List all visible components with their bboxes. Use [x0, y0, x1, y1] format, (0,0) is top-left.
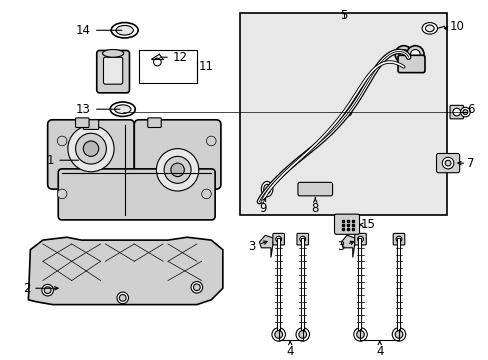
Circle shape [42, 284, 53, 296]
FancyBboxPatch shape [449, 105, 463, 119]
Circle shape [117, 292, 128, 303]
FancyBboxPatch shape [58, 169, 215, 220]
FancyBboxPatch shape [103, 57, 122, 84]
Text: 7: 7 [467, 157, 474, 170]
FancyBboxPatch shape [76, 118, 89, 127]
Circle shape [206, 136, 216, 146]
Circle shape [452, 108, 460, 116]
Circle shape [395, 236, 401, 242]
Circle shape [394, 330, 402, 338]
Circle shape [76, 133, 106, 164]
Circle shape [274, 330, 282, 338]
FancyBboxPatch shape [354, 233, 366, 245]
Circle shape [57, 136, 67, 146]
Ellipse shape [425, 25, 433, 32]
FancyBboxPatch shape [272, 233, 284, 245]
Circle shape [156, 149, 198, 191]
Circle shape [44, 287, 51, 293]
Circle shape [357, 236, 363, 242]
Circle shape [164, 156, 191, 183]
Polygon shape [259, 235, 273, 257]
Text: 10: 10 [449, 20, 464, 33]
Text: 11: 11 [198, 60, 213, 73]
Text: 15: 15 [360, 218, 375, 231]
Text: 12: 12 [160, 51, 187, 64]
FancyBboxPatch shape [134, 120, 221, 189]
Ellipse shape [421, 23, 437, 34]
FancyBboxPatch shape [83, 120, 99, 129]
Text: 1: 1 [47, 154, 79, 167]
Circle shape [398, 50, 408, 59]
FancyBboxPatch shape [97, 50, 129, 93]
Circle shape [153, 58, 161, 66]
Text: 8: 8 [311, 202, 318, 215]
Circle shape [83, 141, 99, 156]
Ellipse shape [110, 102, 135, 116]
Circle shape [353, 328, 366, 341]
Text: 6: 6 [467, 103, 474, 116]
FancyBboxPatch shape [334, 214, 359, 234]
Text: 4: 4 [375, 345, 383, 358]
Circle shape [410, 50, 419, 59]
Circle shape [391, 328, 405, 341]
Circle shape [394, 46, 412, 63]
Circle shape [442, 157, 453, 169]
Circle shape [191, 282, 202, 293]
Ellipse shape [116, 26, 133, 35]
Circle shape [271, 328, 285, 341]
FancyBboxPatch shape [147, 118, 161, 127]
Circle shape [119, 294, 126, 301]
Circle shape [406, 46, 423, 63]
Circle shape [193, 284, 200, 291]
FancyBboxPatch shape [297, 183, 332, 196]
Ellipse shape [111, 23, 138, 38]
Text: 4: 4 [286, 345, 293, 358]
Circle shape [298, 330, 306, 338]
Circle shape [68, 126, 114, 172]
Ellipse shape [263, 184, 270, 194]
FancyBboxPatch shape [392, 233, 404, 245]
Bar [240, 13, 446, 215]
Circle shape [299, 236, 305, 242]
Circle shape [460, 107, 469, 117]
Text: 3: 3 [248, 240, 266, 253]
Text: 13: 13 [76, 103, 120, 116]
Circle shape [275, 236, 281, 242]
FancyBboxPatch shape [397, 55, 424, 73]
Circle shape [462, 110, 467, 114]
Text: 9: 9 [259, 202, 266, 215]
FancyBboxPatch shape [436, 153, 459, 173]
Circle shape [57, 189, 67, 199]
Circle shape [295, 328, 309, 341]
Circle shape [344, 108, 351, 116]
Ellipse shape [261, 181, 272, 197]
Ellipse shape [102, 50, 123, 57]
FancyBboxPatch shape [296, 233, 308, 245]
Text: 14: 14 [76, 24, 122, 37]
Polygon shape [28, 237, 223, 305]
Circle shape [356, 330, 364, 338]
Circle shape [201, 189, 211, 199]
Text: 2: 2 [23, 282, 58, 295]
Polygon shape [341, 235, 355, 257]
Ellipse shape [114, 105, 131, 113]
Circle shape [170, 163, 184, 177]
Text: 3: 3 [336, 240, 353, 253]
Circle shape [444, 160, 450, 166]
Text: 5: 5 [340, 9, 347, 22]
FancyBboxPatch shape [47, 120, 134, 189]
